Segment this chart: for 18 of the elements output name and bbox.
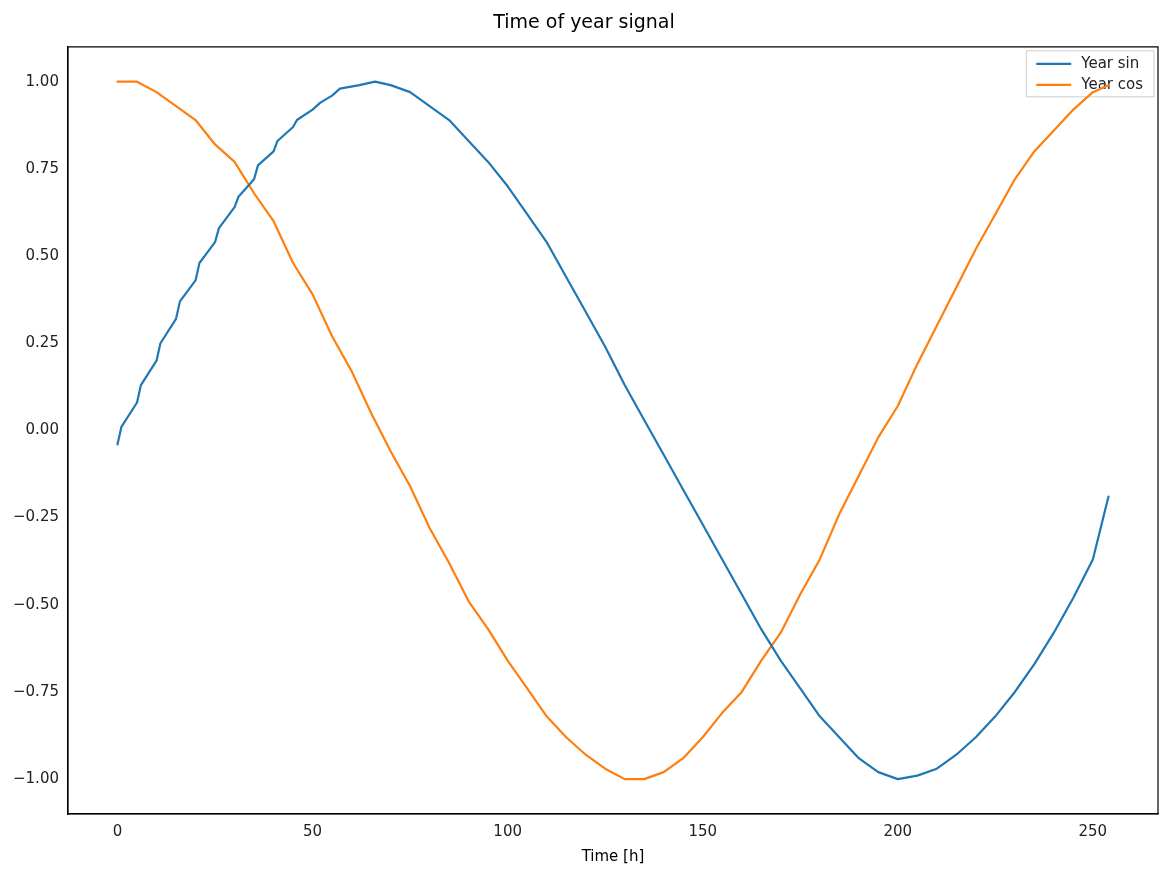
chart-title: Time of year signal: [492, 10, 675, 33]
y-tick-label: −0.75: [13, 681, 59, 700]
y-tick-label: −0.50: [13, 594, 59, 613]
x-tick-label: 100: [493, 821, 522, 840]
x-tick-label: 0: [112, 821, 123, 840]
y-tick-label: −1.00: [13, 769, 59, 788]
y-tick-label: 0.00: [25, 420, 59, 439]
x-tick-label: 150: [688, 821, 718, 840]
x-tick-label: 50: [303, 821, 323, 840]
x-axis-title: Time [h]: [580, 846, 645, 865]
legend-label: Year sin: [1080, 53, 1140, 72]
y-tick-label: 0.50: [25, 245, 59, 264]
y-tick-label: 1.00: [25, 71, 59, 90]
x-tick-label: 200: [883, 821, 913, 840]
y-tick-label: 0.25: [25, 333, 59, 352]
y-tick-label: −0.25: [13, 507, 59, 526]
y-tick-label: 0.75: [25, 158, 59, 177]
x-tick-label: 250: [1078, 821, 1108, 840]
